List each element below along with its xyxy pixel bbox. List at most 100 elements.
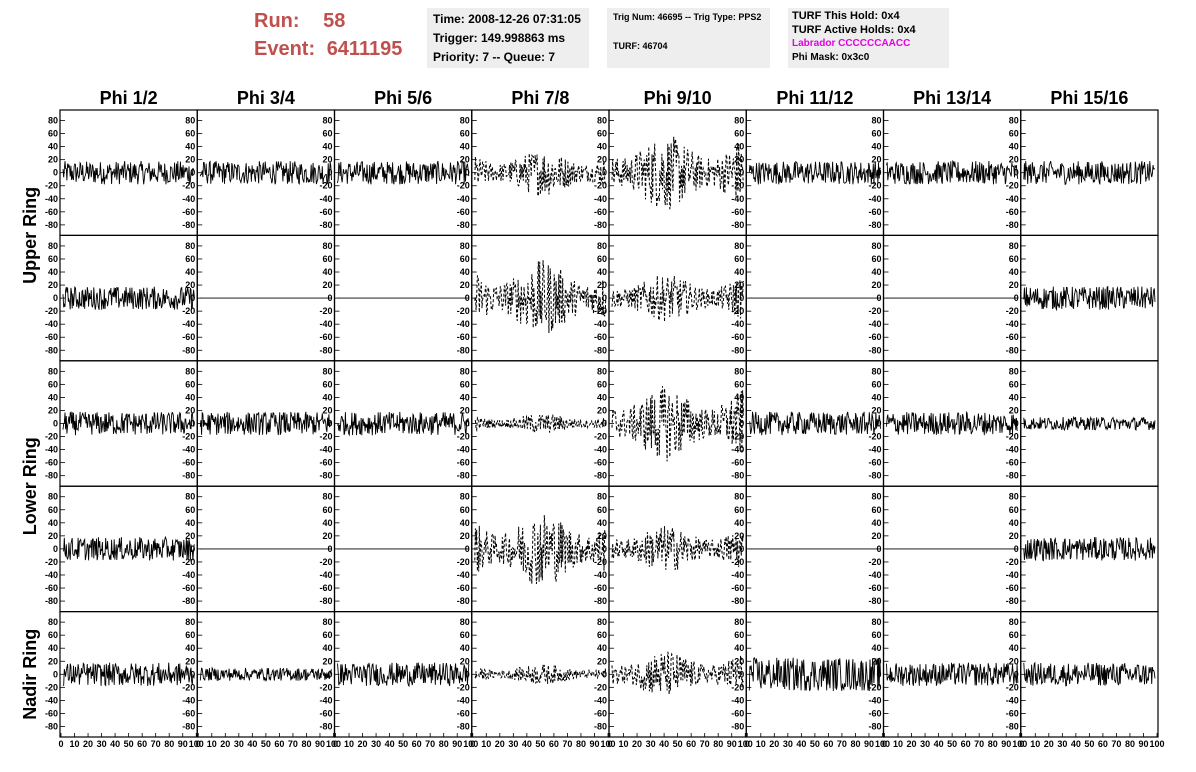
y-tick-label: 80 [460, 116, 470, 126]
y-tick-label: 0 [53, 544, 58, 554]
y-tick-label: 80 [597, 241, 607, 251]
y-tick-label: -80 [731, 220, 744, 230]
waveform-trace [337, 411, 470, 437]
y-tick-label: 0 [465, 544, 470, 554]
waveform-trace [611, 526, 744, 570]
x-tick-label: 80 [713, 739, 723, 749]
y-tick-label: 60 [871, 630, 881, 640]
y-tick-label: -20 [731, 682, 744, 692]
y-tick-label: -60 [457, 708, 470, 718]
y-tick-label: -40 [1006, 194, 1019, 204]
waveform-trace [611, 136, 744, 210]
y-tick-label: 0 [53, 168, 58, 178]
y-tick-label: 40 [48, 392, 58, 402]
y-tick-label: 20 [460, 531, 470, 541]
labrador-text: Labrador CCCCCCAACC [792, 38, 911, 49]
x-tick-label: 60 [686, 739, 696, 749]
y-tick-label: -60 [868, 708, 881, 718]
y-tick-label: 0 [465, 419, 470, 429]
y-tick-label: -40 [319, 695, 332, 705]
y-tick-label: 20 [597, 405, 607, 415]
y-tick-label: -20 [731, 306, 744, 316]
y-tick-label: -60 [1006, 332, 1019, 342]
y-tick-label: 0 [53, 669, 58, 679]
x-tick-label: 90 [1138, 739, 1148, 749]
waveform-trace [748, 657, 881, 692]
y-tick-label: -80 [457, 220, 470, 230]
y-tick-label: 0 [190, 544, 195, 554]
y-tick-label: -60 [594, 332, 607, 342]
y-tick-label: -60 [731, 583, 744, 593]
y-tick-label: -20 [594, 306, 607, 316]
y-tick-label: 20 [322, 531, 332, 541]
y-tick-label: -40 [457, 695, 470, 705]
x-tick-label: 70 [700, 739, 710, 749]
y-tick-label: 0 [53, 293, 58, 303]
y-tick-label: 80 [185, 617, 195, 627]
x-tick-label: 80 [988, 739, 998, 749]
turf-info-box: TURF This Hold: 0x4 TURF Active Holds: 0… [788, 8, 949, 68]
column-title: Phi 9/10 [644, 88, 712, 108]
y-tick-label: -40 [45, 445, 58, 455]
y-tick-label: 80 [322, 617, 332, 627]
time-text: Time: 2008-12-26 07:31:05 [433, 12, 581, 26]
y-tick-label: -40 [868, 570, 881, 580]
y-tick-label: 40 [597, 518, 607, 528]
y-tick-label: -40 [182, 445, 195, 455]
y-tick-label: 20 [1009, 531, 1019, 541]
y-tick-label: 40 [734, 142, 744, 152]
y-tick-label: -60 [182, 708, 195, 718]
x-tick-label: 40 [934, 739, 944, 749]
y-tick-label: 80 [871, 241, 881, 251]
y-tick-label: 60 [185, 505, 195, 515]
y-tick-label: -20 [182, 306, 195, 316]
x-tick-label: 20 [495, 739, 505, 749]
y-tick-label: 60 [734, 630, 744, 640]
trigger-text: Trigger: 149.998863 ms [433, 31, 566, 45]
y-tick-label: 20 [1009, 155, 1019, 165]
waveform-trace [337, 160, 470, 185]
x-tick-label: 0 [745, 739, 750, 749]
y-tick-label: 40 [1009, 643, 1019, 653]
y-tick-label: 0 [53, 419, 58, 429]
y-tick-label: 0 [739, 419, 744, 429]
y-tick-label: -40 [319, 319, 332, 329]
trig-num-text: Trig Num: 46695 -- Trig Type: PPS2 [613, 12, 762, 22]
y-tick-label: -60 [182, 458, 195, 468]
y-tick-label: -60 [45, 583, 58, 593]
panel-frame [59, 485, 198, 613]
y-tick-label: -80 [594, 596, 607, 606]
y-tick-label: 80 [1009, 617, 1019, 627]
y-tick-label: -60 [45, 458, 58, 468]
y-tick-label: -60 [731, 207, 744, 217]
y-tick-label: 80 [1009, 116, 1019, 126]
y-tick-label: -80 [182, 596, 195, 606]
waveform-trace [62, 160, 195, 185]
y-tick-label: -20 [1006, 682, 1019, 692]
y-tick-label: 80 [1009, 366, 1019, 376]
y-tick-label: -80 [594, 471, 607, 481]
y-tick-label: 0 [327, 168, 332, 178]
y-tick-label: 60 [597, 129, 607, 139]
y-tick-label: -40 [731, 570, 744, 580]
x-tick-label: 70 [837, 739, 847, 749]
y-tick-label: 80 [597, 492, 607, 502]
y-tick-label: 0 [327, 669, 332, 679]
y-tick-label: 20 [460, 656, 470, 666]
y-tick-label: 20 [1009, 405, 1019, 415]
x-tick-label: 30 [371, 739, 381, 749]
y-tick-label: 40 [322, 267, 332, 277]
y-tick-label: -20 [731, 181, 744, 191]
y-tick-label: -60 [457, 207, 470, 217]
y-tick-label: -40 [594, 570, 607, 580]
x-tick-label: 10 [344, 739, 354, 749]
y-tick-label: 40 [460, 643, 470, 653]
y-tick-label: 80 [734, 617, 744, 627]
y-tick-label: 20 [734, 280, 744, 290]
y-tick-label: -80 [319, 471, 332, 481]
y-tick-label: 80 [1009, 241, 1019, 251]
x-tick-label: 50 [947, 739, 957, 749]
y-tick-label: 0 [739, 544, 744, 554]
y-tick-label: -80 [1006, 471, 1019, 481]
x-tick-label: 70 [288, 739, 298, 749]
